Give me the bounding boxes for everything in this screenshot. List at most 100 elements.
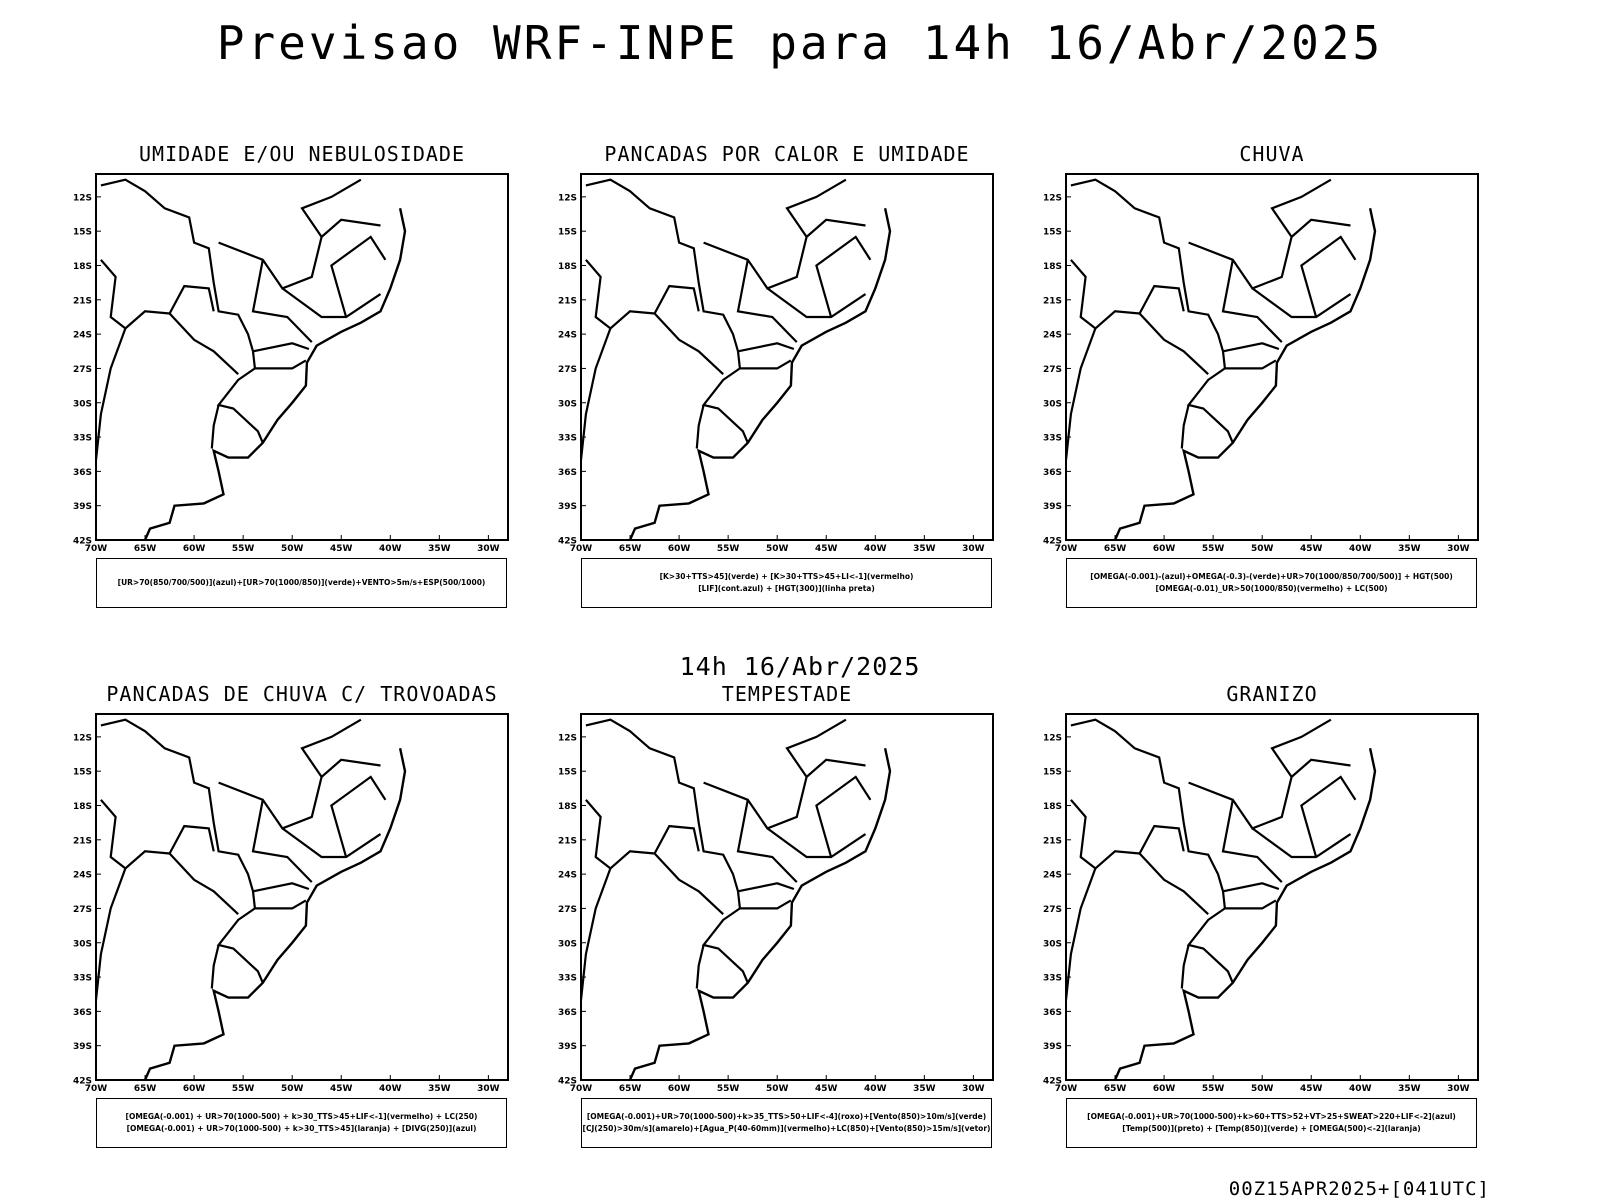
lon-label: 40W	[864, 544, 887, 554]
lon-label: 45W	[815, 544, 838, 554]
country-border	[96, 259, 127, 466]
lat-label: 21S	[73, 836, 92, 846]
country-border	[1300, 235, 1357, 318]
country-border	[736, 259, 798, 343]
country-border	[1222, 882, 1280, 893]
lat-label: 15S	[558, 768, 577, 778]
lat-label: 12S	[558, 733, 577, 743]
lon-label: 70W	[1055, 1084, 1078, 1094]
country-border	[168, 824, 215, 855]
lon-label: 65W	[1104, 1084, 1127, 1094]
lat-label: 36S	[558, 468, 577, 478]
lon-label: 35W	[913, 1084, 936, 1094]
legend-box: [UR>70(850/700/500)](azul)+[UR>70(1000/8…	[96, 558, 507, 608]
map-svg: -12-12-15-15-18-18-18-21 12S 15S 18S 21S 24S 2…	[1043, 713, 1479, 1094]
lat-label: 36S	[1043, 1008, 1062, 1018]
map-background	[1066, 174, 1478, 540]
lon-label: 40W	[379, 1084, 402, 1094]
lat-label: 18S	[1043, 262, 1062, 272]
lat-label: 12S	[73, 733, 92, 743]
lat-label: 36S	[73, 1008, 92, 1018]
country-border	[254, 359, 307, 370]
country-border	[1188, 218, 1351, 290]
country-border	[330, 235, 387, 318]
map-frame	[1065, 173, 1479, 541]
lat-label: 42S	[73, 1077, 92, 1087]
country-border	[1138, 852, 1209, 916]
country-border	[168, 312, 239, 376]
legend-line: [OMEGA(-0.01)_UR>50(1000/850)(vermelho) …	[1155, 584, 1388, 593]
lon-label: 45W	[330, 1084, 353, 1094]
lat-label: 27S	[1043, 905, 1062, 915]
lat-label: 18S	[1043, 802, 1062, 812]
country-border	[300, 718, 362, 778]
map-frame	[580, 713, 994, 1081]
legend-line: [OMEGA(-0.001)+UR>70(1000-500)+k>60+TTS>…	[1087, 1112, 1456, 1121]
lat-label: 33S	[1043, 434, 1062, 444]
map-layer: 405040304040	[581, 714, 993, 1080]
country-border	[653, 312, 724, 376]
country-border	[785, 178, 847, 238]
lon-label: 50W	[281, 544, 304, 554]
legend-line: [Temp(500)](preto) + [Temp(850)](verde) …	[1122, 1124, 1421, 1133]
lat-label: 15S	[1043, 768, 1062, 778]
lat-label: 27S	[558, 365, 577, 375]
lat-label: 21S	[558, 836, 577, 846]
country-border	[695, 404, 705, 449]
lat-label: 42S	[558, 1077, 577, 1087]
country-border	[218, 758, 381, 830]
country-border	[1180, 944, 1190, 989]
country-border	[653, 284, 700, 315]
legend-line: [OMEGA(-0.001)-(azul)+OMEGA(-0.3)-(verde…	[1090, 572, 1453, 581]
lon-label: 35W	[1398, 1084, 1421, 1094]
lon-label: 65W	[134, 1084, 157, 1094]
map-frame	[1065, 713, 1479, 1081]
lat-label: 12S	[1043, 193, 1062, 203]
lon-label: 70W	[570, 544, 593, 554]
country-border	[100, 718, 264, 984]
country-border	[703, 758, 866, 830]
country-border	[218, 218, 381, 290]
main-title: Previsao WRF-INPE para 14h 16/Abr/2025	[216, 16, 1384, 70]
legend-line: [K>30+TTS>45](verde) + [K>30+TTS>45+LI<-…	[659, 572, 914, 581]
legend-line: [OMEGA(-0.001) + UR>70(1000-500) + k>30_…	[126, 1124, 477, 1133]
coastline	[1113, 748, 1377, 1080]
lat-label: 15S	[73, 768, 92, 778]
lon-label: 50W	[281, 1084, 304, 1094]
country-border	[210, 944, 220, 989]
map-background	[581, 714, 993, 1080]
forecast-time-title: 14h 16/Abr/2025	[679, 652, 921, 681]
country-border	[1300, 775, 1357, 858]
country-border	[581, 259, 612, 466]
lat-label: 30S	[558, 939, 577, 949]
lat-label: 18S	[73, 262, 92, 272]
lat-label: 39S	[558, 1042, 577, 1052]
country-border	[1224, 899, 1277, 910]
country-border	[251, 799, 313, 883]
lat-label: 42S	[1043, 1077, 1062, 1087]
lon-label: 45W	[815, 1084, 838, 1094]
country-border	[251, 259, 313, 343]
panel-pancadas-calor: PANCADAS POR CALOR E UMIDADE 960095209600…	[547, 142, 1027, 622]
country-border	[585, 718, 749, 984]
lon-label: 55W	[1202, 1084, 1225, 1094]
lon-label: 65W	[619, 544, 642, 554]
country-border	[609, 850, 655, 870]
lon-label: 65W	[1104, 544, 1127, 554]
panel-title: CHUVA	[1239, 142, 1305, 166]
country-border	[1138, 312, 1209, 376]
lat-label: 36S	[1043, 468, 1062, 478]
lon-label: 50W	[1251, 1084, 1274, 1094]
lat-label: 24S	[73, 331, 92, 341]
lon-label: 55W	[717, 544, 740, 554]
country-border	[1222, 342, 1280, 353]
country-border	[210, 404, 220, 449]
legend-box: [K>30+TTS>45](verde) + [K>30+TTS>45+LI<-…	[581, 558, 992, 608]
lon-label: 30W	[477, 544, 500, 554]
lat-label: 15S	[558, 228, 577, 238]
lat-label: 27S	[73, 905, 92, 915]
country-border	[300, 178, 362, 238]
country-border	[330, 775, 387, 858]
lat-label: 39S	[1043, 502, 1062, 512]
lat-label: 21S	[1043, 296, 1062, 306]
